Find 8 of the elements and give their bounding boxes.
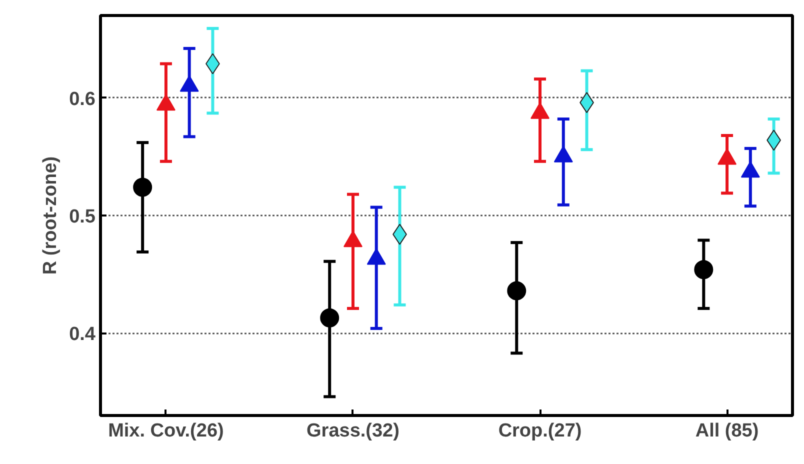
x-tick-label: All (85) [695,420,759,442]
y-tick-label: 0.4 [69,324,96,346]
y-tick-label: 0.5 [69,206,96,228]
y-tick-label: 0.6 [69,88,96,110]
x-tick-label: Mix. Cov.(26) [108,420,224,442]
x-tick-label: Grass.(32) [306,420,400,442]
x-tick-label: Crop.(27) [498,420,582,442]
y-axis-title: R (root-zone) [40,156,62,275]
